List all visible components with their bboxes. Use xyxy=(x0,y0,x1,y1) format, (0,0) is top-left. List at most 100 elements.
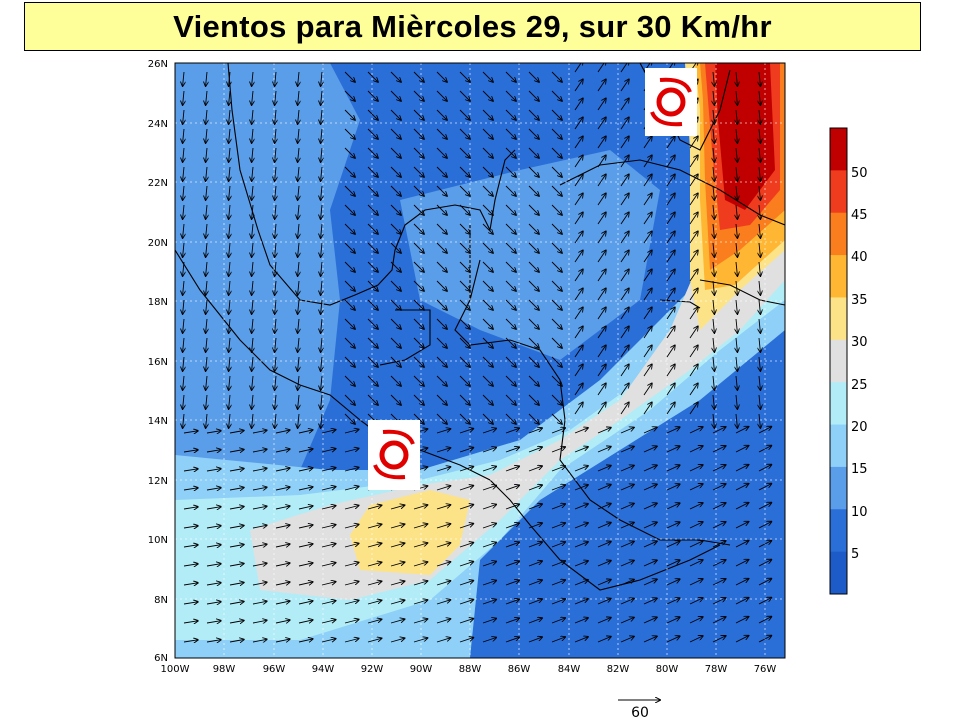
wind-arrow xyxy=(321,280,322,295)
wind-arrow xyxy=(321,299,322,314)
wind-arrow xyxy=(459,147,470,158)
wind-arrow xyxy=(551,147,562,158)
wind-arrow xyxy=(551,318,562,329)
colorbar-label: 45 xyxy=(851,208,868,223)
wind-arrow xyxy=(666,402,675,415)
colorbar-swatch xyxy=(830,339,847,383)
wind-arrow xyxy=(275,563,290,566)
wind-arrow xyxy=(735,541,749,548)
wind-arrow xyxy=(413,543,427,548)
wind-arrow xyxy=(298,299,299,314)
wind-arrow xyxy=(528,204,539,215)
wind-arrow xyxy=(712,541,726,548)
wind-arrow xyxy=(712,598,726,605)
wind-arrow xyxy=(620,523,634,529)
wind-arrow xyxy=(712,465,726,472)
wind-arrow xyxy=(298,449,313,452)
wind-arrow xyxy=(712,446,726,453)
wind-arrow xyxy=(206,204,207,219)
wind-arrow xyxy=(183,602,198,604)
wind-arrow xyxy=(321,375,322,390)
wind-arrow xyxy=(436,600,450,605)
wind-arrow xyxy=(390,185,401,196)
wind-arrow xyxy=(275,166,276,181)
wind-arrow xyxy=(597,98,606,111)
wind-arrow xyxy=(367,299,378,310)
wind-arrow xyxy=(298,430,313,433)
wind-arrow xyxy=(758,503,771,510)
wind-arrow xyxy=(436,448,450,453)
wind-arrow xyxy=(482,524,496,529)
wind-arrow xyxy=(229,261,230,276)
wind-arrow xyxy=(528,413,539,424)
wind-arrow xyxy=(551,261,562,272)
wind-arrow xyxy=(206,71,207,86)
wind-vectors xyxy=(183,63,772,643)
wind-arrow xyxy=(367,581,382,586)
wind-arrow xyxy=(505,90,516,101)
wind-arrow xyxy=(597,288,606,301)
wind-arrow xyxy=(390,543,405,548)
wind-arrow xyxy=(436,562,450,567)
wind-arrow xyxy=(574,288,583,301)
wind-arrow xyxy=(551,542,565,548)
wind-arrow xyxy=(344,449,359,453)
wind-arrow xyxy=(183,640,198,642)
wind-arrow xyxy=(413,147,424,158)
colorbar-swatch xyxy=(830,255,847,298)
wind-arrow xyxy=(528,147,539,158)
wind-arrow xyxy=(759,185,760,200)
wind-arrow xyxy=(252,299,253,314)
wind-arrow xyxy=(252,487,267,490)
wind-arrow xyxy=(206,261,207,276)
wind-arrow xyxy=(298,620,313,623)
wind-arrow xyxy=(229,413,230,428)
wind-arrow xyxy=(459,562,473,567)
wind-arrow xyxy=(367,337,378,348)
wind-arrow xyxy=(275,449,290,452)
wind-arrow xyxy=(321,166,322,181)
wind-arrow xyxy=(367,600,382,605)
colorbar-label: 50 xyxy=(851,166,868,181)
wind-arrow xyxy=(344,204,355,215)
wind-arrow xyxy=(252,525,267,528)
lat-label: 24N xyxy=(148,119,168,130)
wind-arrow xyxy=(390,261,401,272)
wind-arrow xyxy=(666,231,675,244)
wind-arrow xyxy=(344,71,355,82)
wind-arrow xyxy=(666,617,680,624)
wind-arrow xyxy=(344,430,359,434)
wind-arrow xyxy=(275,544,290,547)
wind-arrow xyxy=(643,326,652,339)
wind-arrow xyxy=(390,394,401,405)
wind-arrow xyxy=(436,486,450,491)
wind-arrow xyxy=(712,617,726,624)
wind-arrow xyxy=(689,427,703,434)
wind-arrow xyxy=(344,90,355,101)
wind-arrow xyxy=(229,90,230,105)
wind-arrow xyxy=(298,337,299,352)
wind-arrow xyxy=(436,90,447,101)
wind-arrow xyxy=(206,621,221,623)
wind-arrow xyxy=(183,318,184,333)
wind-arrow xyxy=(275,525,290,528)
wind-arrow xyxy=(597,402,606,415)
wind-arrow xyxy=(321,413,322,428)
lon-label: 98W xyxy=(213,664,236,675)
wind-arrow xyxy=(597,174,606,187)
wind-arrow xyxy=(298,563,313,566)
wind-arrow xyxy=(413,299,424,310)
wind-arrow xyxy=(436,543,450,548)
wind-arrow xyxy=(229,242,230,257)
coastline-hispaniola xyxy=(699,279,785,306)
wind-arrow xyxy=(321,356,322,371)
wind-arrow xyxy=(597,193,606,206)
wind-arrow xyxy=(689,307,698,320)
wind-arrow xyxy=(367,280,378,291)
wind-arrow xyxy=(713,166,714,181)
wind-arrow xyxy=(736,356,737,371)
wind-arrow xyxy=(712,636,726,643)
lat-label: 26N xyxy=(148,59,168,70)
wind-arrow xyxy=(643,541,657,548)
wind-arrow xyxy=(344,356,355,367)
